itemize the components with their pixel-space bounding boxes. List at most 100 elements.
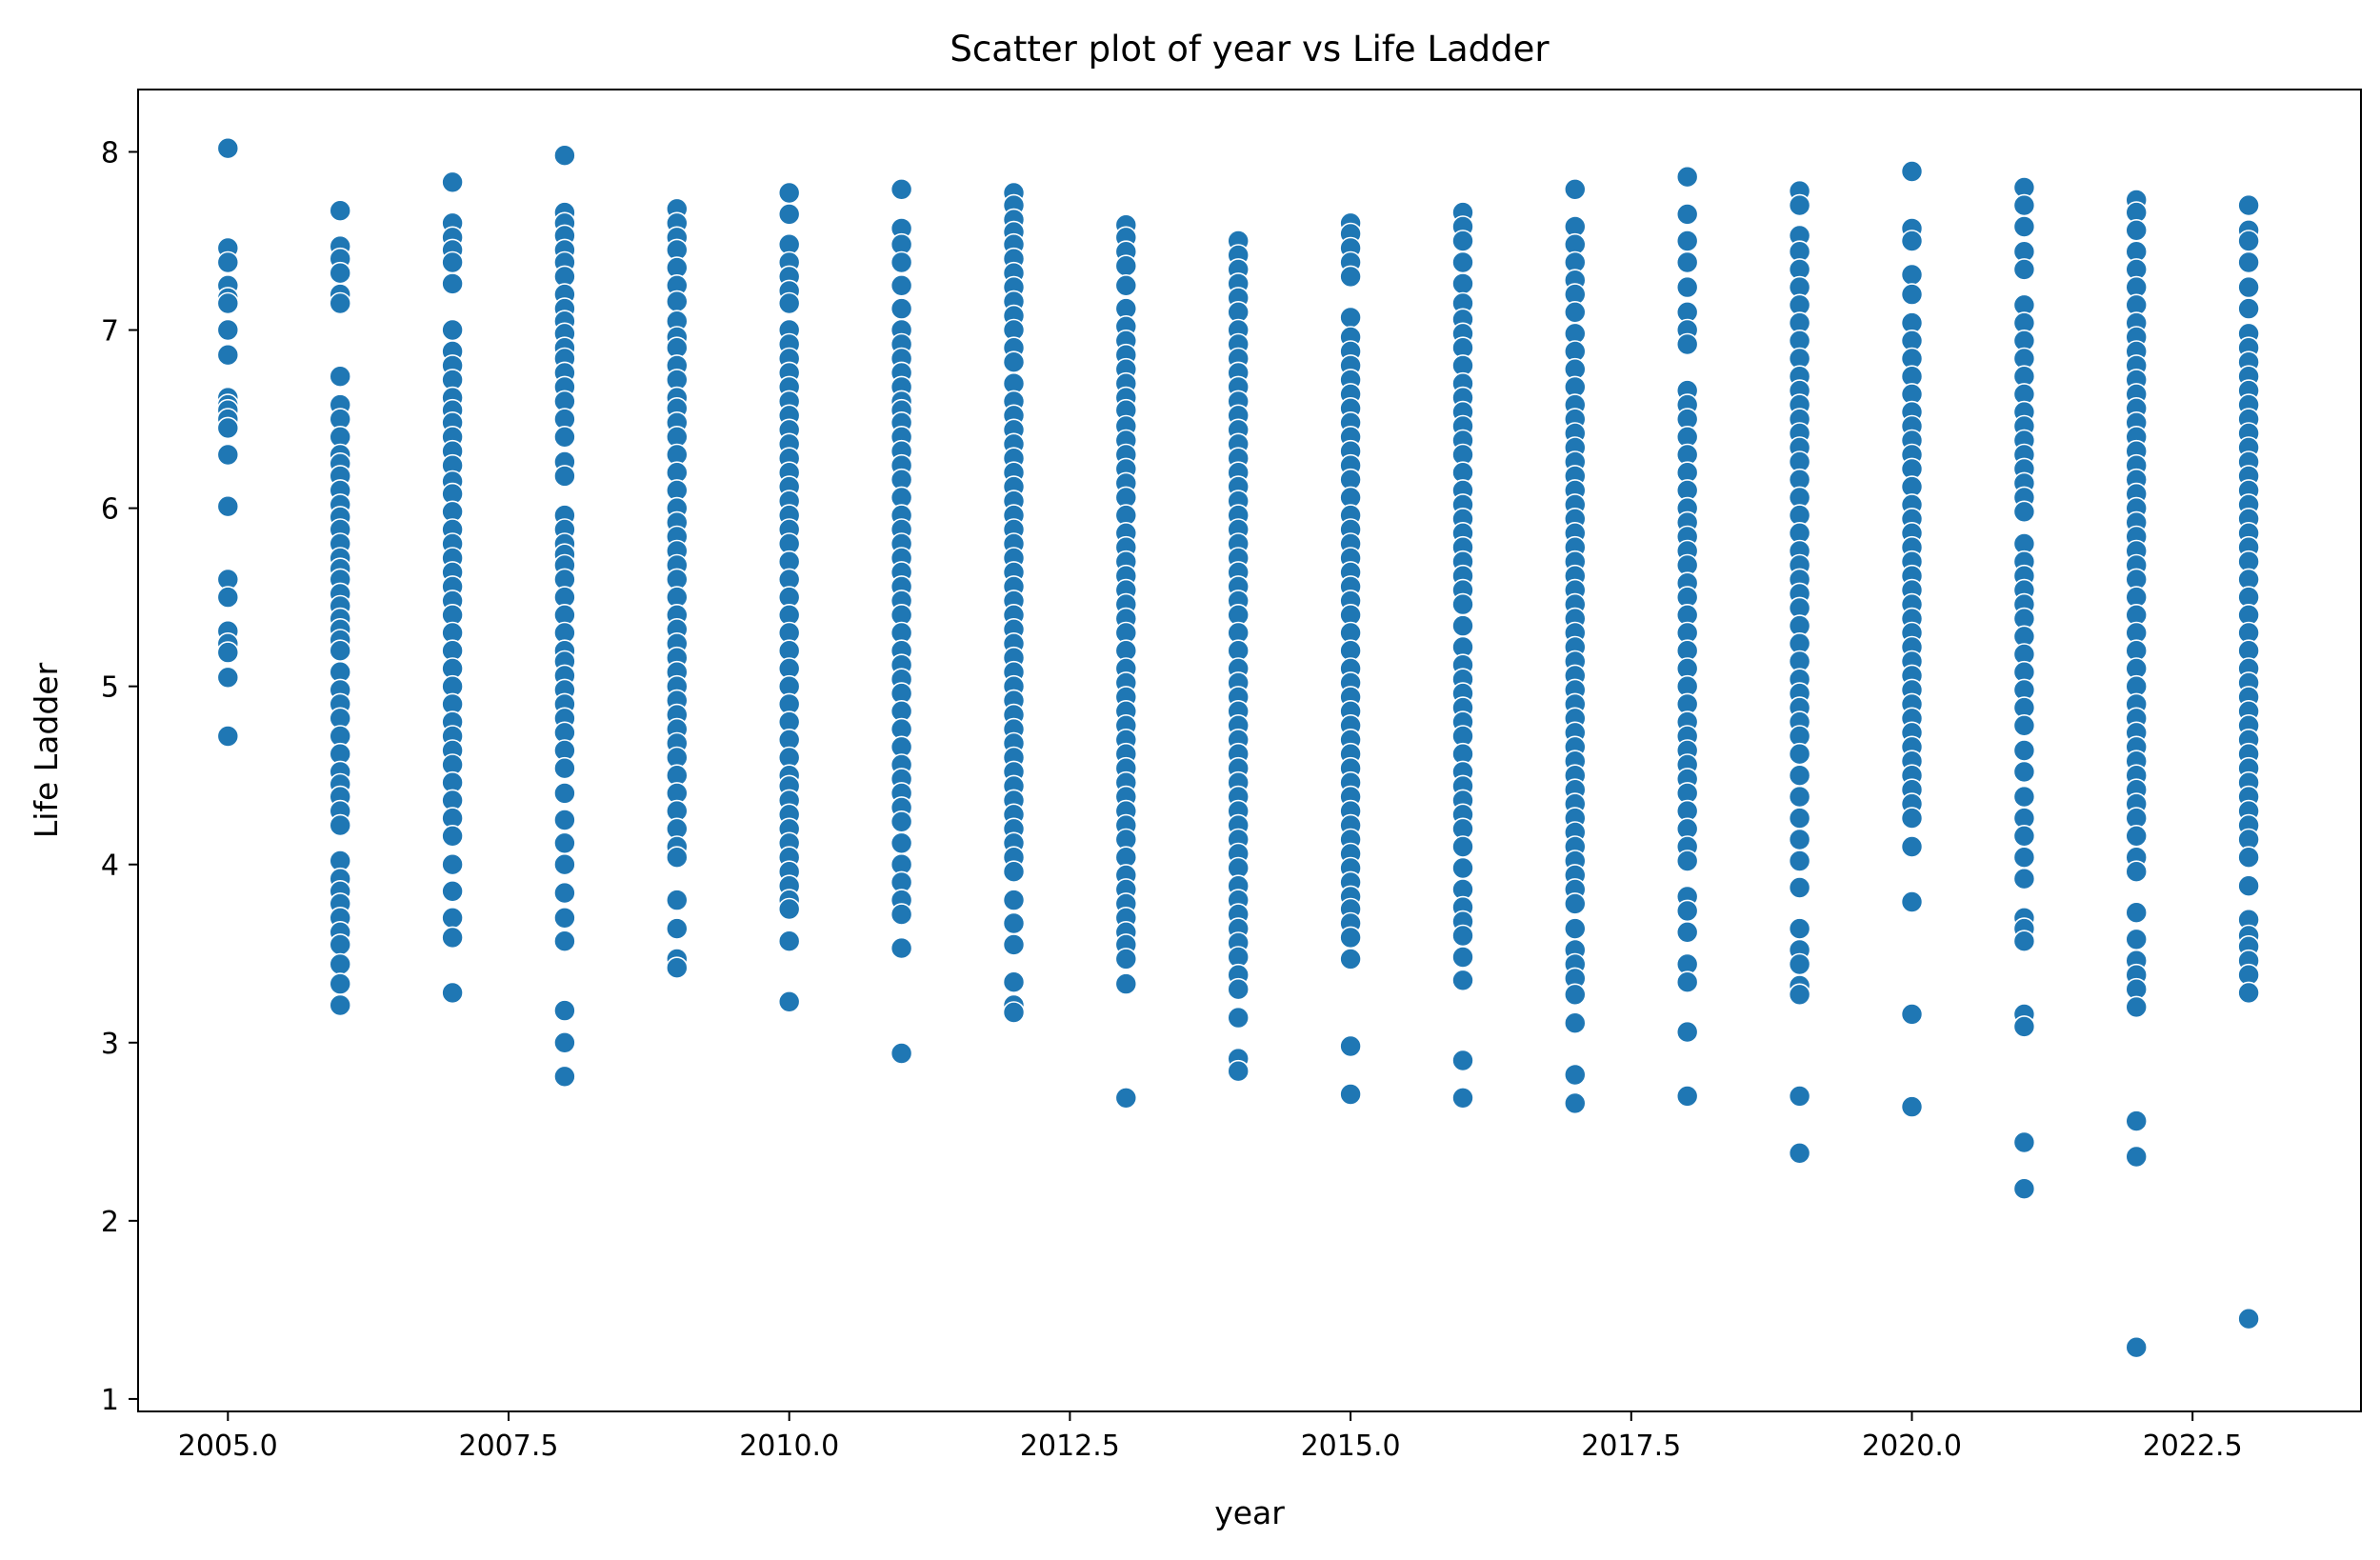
data-point <box>777 930 801 953</box>
data-point <box>2125 1110 2148 1132</box>
data-point <box>216 641 240 664</box>
data-point <box>665 889 689 911</box>
data-point <box>2012 215 2036 238</box>
data-point <box>1675 203 1699 226</box>
data-point <box>1900 283 1924 306</box>
data-point <box>441 981 464 1005</box>
data-point <box>2012 824 2036 848</box>
data-point <box>553 425 576 449</box>
data-point <box>553 930 576 953</box>
data-point <box>2125 1145 2148 1169</box>
data-point <box>890 178 913 201</box>
data-point <box>1451 946 1474 969</box>
data-point <box>1675 899 1699 923</box>
x-tick-label: 2007.5 <box>459 1430 559 1463</box>
data-point <box>1564 1091 1587 1115</box>
data-point <box>1451 230 1474 252</box>
data-point <box>2012 193 2036 217</box>
data-point <box>1002 911 1026 935</box>
data-point <box>216 291 240 315</box>
data-point <box>553 809 576 831</box>
data-point <box>890 250 913 274</box>
data-point <box>216 136 240 160</box>
data-point <box>1564 300 1587 324</box>
data-point <box>2237 250 2260 274</box>
data-point <box>1900 1003 1924 1026</box>
data-point <box>1788 952 1811 976</box>
data-point <box>1564 1063 1587 1087</box>
data-point <box>2237 846 2260 870</box>
y-tick-label: 1 <box>101 1384 119 1417</box>
data-point <box>2012 713 2036 737</box>
data-point <box>1900 835 1924 858</box>
data-point <box>216 666 240 690</box>
data-point <box>777 990 801 1013</box>
data-point <box>1002 350 1026 374</box>
data-point <box>665 290 689 313</box>
data-point <box>1002 970 1026 993</box>
data-point <box>665 846 689 870</box>
data-point <box>441 906 464 930</box>
data-point <box>2012 785 2036 809</box>
data-point <box>1788 742 1811 766</box>
data-point <box>2237 193 2260 217</box>
y-tick-label: 6 <box>101 493 119 527</box>
data-point <box>441 852 464 876</box>
x-tick-label: 2017.5 <box>1581 1430 1681 1463</box>
y-axis: 1 2 3 4 5 6 7 8 <box>101 136 138 1417</box>
data-point <box>890 810 913 833</box>
data-point <box>1675 920 1699 944</box>
data-point <box>1675 1020 1699 1044</box>
data-point <box>553 852 576 876</box>
data-points <box>216 136 2260 1359</box>
data-point <box>1114 273 1138 297</box>
data-point <box>1788 983 1811 1007</box>
data-point <box>1788 1085 1811 1108</box>
y-tick-label: 7 <box>101 315 119 349</box>
data-point <box>2125 1335 2148 1359</box>
x-tick-label: 2015.0 <box>1301 1430 1401 1463</box>
data-point <box>553 756 576 780</box>
data-point <box>216 725 240 748</box>
data-point <box>1675 230 1699 252</box>
data-point <box>329 199 352 222</box>
data-point <box>329 972 352 995</box>
data-point <box>216 494 240 518</box>
data-point <box>2237 1307 2260 1330</box>
data-point <box>1900 230 1924 252</box>
x-tick-label: 2022.5 <box>2143 1430 2243 1463</box>
data-point <box>890 831 913 855</box>
data-point <box>1900 890 1924 913</box>
data-point <box>1675 850 1699 872</box>
data-point <box>1675 970 1699 993</box>
data-point <box>329 639 352 663</box>
data-point <box>2012 867 2036 890</box>
data-point <box>1339 265 1362 289</box>
data-point <box>1451 969 1474 992</box>
data-point <box>329 993 352 1017</box>
data-point <box>2237 981 2260 1005</box>
data-point <box>1339 926 1362 950</box>
data-point <box>441 879 464 903</box>
data-point <box>1675 250 1699 274</box>
data-point <box>553 465 576 488</box>
data-point <box>1900 160 1924 183</box>
data-point <box>1451 1087 1474 1110</box>
data-point <box>1564 983 1587 1007</box>
data-point <box>1900 1095 1924 1118</box>
data-point <box>777 203 801 226</box>
data-point <box>777 181 801 205</box>
data-point <box>1114 948 1138 970</box>
x-tick-label: 2012.5 <box>1020 1430 1120 1463</box>
data-point <box>2125 860 2148 884</box>
data-point <box>2012 739 2036 762</box>
data-point <box>777 291 801 315</box>
data-point <box>1451 250 1474 274</box>
data-point <box>1451 835 1474 858</box>
data-point <box>1451 1049 1474 1072</box>
data-point <box>441 272 464 295</box>
data-point <box>1788 1142 1811 1165</box>
x-tick-label: 2010.0 <box>739 1430 839 1463</box>
data-point <box>2125 219 2148 242</box>
